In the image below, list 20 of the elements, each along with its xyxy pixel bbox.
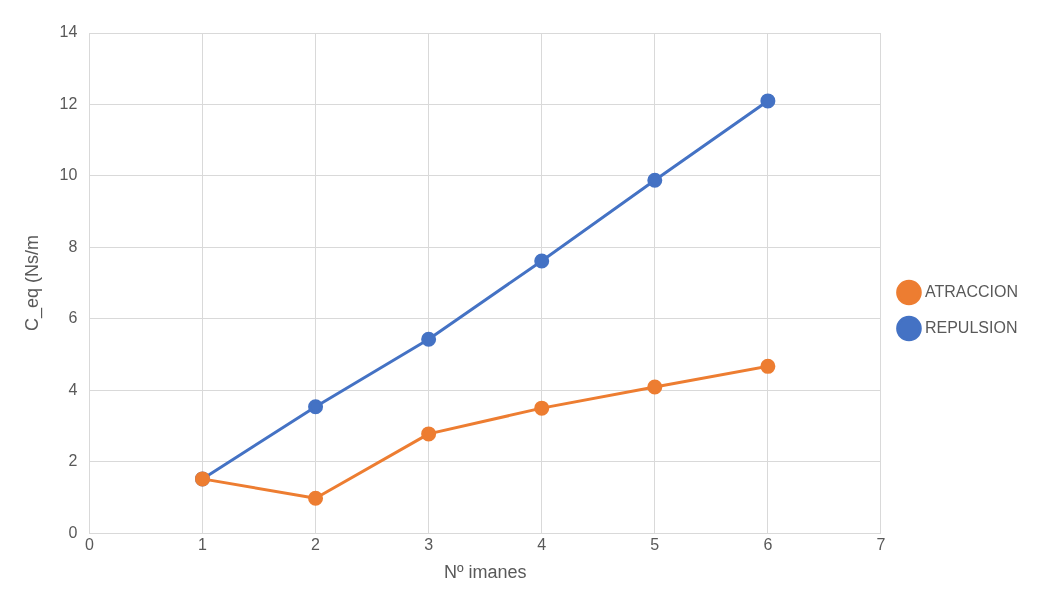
y-tick-label: 0: [68, 523, 78, 541]
y-tick-label: 12: [59, 94, 78, 112]
legend-label: ATRACCION: [924, 282, 1019, 300]
y-tick-label: 2: [68, 452, 78, 470]
y-axis-title: C_eq (Ns/m: [21, 235, 43, 332]
x-tick-label: 6: [763, 536, 773, 554]
y-tick-label: 14: [59, 23, 78, 41]
y-tick-label: 8: [68, 237, 78, 255]
x-tick-label: 1: [198, 536, 208, 554]
x-axis-title: Nº imanes: [443, 562, 527, 583]
y-tick-label: 6: [68, 309, 78, 327]
x-tick-label: 2: [311, 536, 321, 554]
x-tick-label: 5: [650, 536, 660, 554]
x-tick-label: 3: [424, 536, 434, 554]
x-tick-label: 0: [84, 536, 94, 554]
legend-label: REPULSION: [924, 318, 1018, 336]
y-tick-label: 4: [68, 380, 78, 398]
x-tick-label: 7: [876, 536, 886, 554]
y-tick-label: 10: [59, 166, 78, 184]
x-tick-label: 4: [537, 536, 547, 554]
